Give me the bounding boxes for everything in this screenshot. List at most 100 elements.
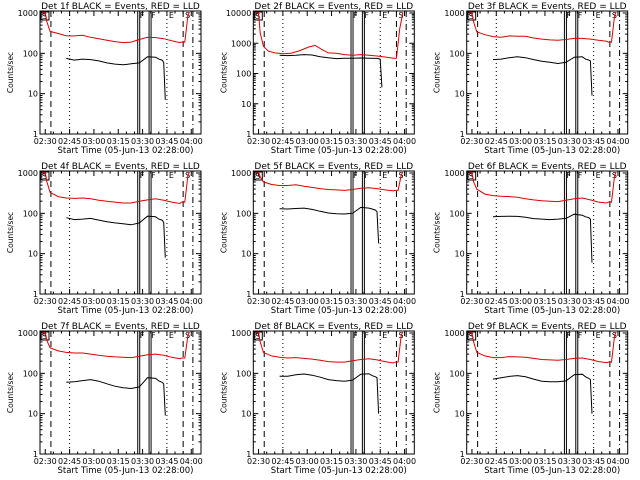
- series-line-lld: [468, 331, 617, 364]
- x-tick-label: 03:15: [320, 457, 343, 466]
- x-tick-label: 03:45: [369, 297, 392, 306]
- series-line-lld: [42, 11, 191, 44]
- y-tick-label: 100: [236, 70, 251, 79]
- x-tick-label: 02:30: [460, 457, 483, 466]
- y-axis-label: Counts/sec: [219, 212, 228, 253]
- y-tick-label: 1000: [231, 39, 251, 48]
- marker-label: F: [578, 11, 583, 20]
- x-axis-label: Start Time (05-Jun-13 02:28:00): [58, 146, 194, 156]
- y-tick-label: 1: [246, 290, 251, 299]
- panel-title: Det 5f BLACK = Events, RED = LLD: [254, 162, 413, 172]
- x-tick-label: 02:30: [247, 297, 270, 306]
- x-axis-label: Start Time (05-Jun-13 02:28:00): [271, 306, 407, 316]
- x-tick-label: 02:30: [247, 457, 270, 466]
- marker-label: E: [382, 331, 387, 340]
- x-tick-label: 02:30: [460, 297, 483, 306]
- marker-label: F: [566, 331, 571, 340]
- x-tick-label: 03:45: [582, 297, 605, 306]
- marker-label: F: [364, 11, 369, 20]
- panel-det-4: Det 4f BLACK = Events, RED = LLD 1 10 100 10…: [6, 162, 203, 316]
- x-tick-label: 03:15: [533, 297, 556, 306]
- x-tick-label: 03:45: [155, 137, 178, 146]
- x-tick-label: 03:30: [131, 297, 154, 306]
- x-axis-label: Start Time (05-Jun-13 02:28:00): [484, 306, 620, 316]
- marker-label: F: [353, 331, 358, 340]
- marker-label: S: [469, 172, 474, 181]
- marker-label: F: [566, 11, 571, 20]
- marker-label: S: [42, 12, 47, 21]
- panel-det-9: Det 9f BLACK = Events, RED = LLD 1 10 100 10…: [433, 322, 630, 476]
- x-tick-label: 03:45: [155, 297, 178, 306]
- x-tick-label: 02:45: [271, 457, 294, 466]
- x-tick-label: 03:00: [509, 297, 532, 306]
- y-tick-label: 100: [23, 49, 38, 58]
- y-tick-label: 1: [33, 450, 38, 459]
- x-tick-label: 03:45: [155, 457, 178, 466]
- x-axis-label: Start Time (05-Jun-13 02:28:00): [271, 146, 407, 156]
- y-tick-label: 10: [455, 250, 465, 259]
- y-tick-label: 1: [33, 290, 38, 299]
- y-axis-label: Counts/sec: [219, 52, 228, 93]
- panel-det-2: Det 2f BLACK = Events, RED = LLD 1 10 100 10…: [219, 2, 416, 156]
- x-tick-label: 03:30: [131, 457, 154, 466]
- x-tick-label: 04:00: [393, 457, 416, 466]
- panel-det-7: Det 7f BLACK = Events, RED = LLD 1 10 100 10…: [6, 322, 203, 476]
- x-tick-label: 03:30: [558, 457, 581, 466]
- x-tick-label: 03:15: [533, 457, 556, 466]
- x-tick-label: 03:15: [107, 137, 130, 146]
- plot-frame: [466, 10, 629, 135]
- y-tick-label: 1000: [444, 9, 464, 18]
- y-tick-label: 100: [23, 369, 38, 378]
- marker-label: F: [140, 11, 145, 20]
- x-axis-label: Start Time (05-Jun-13 02:28:00): [484, 146, 620, 156]
- marker-label: S: [255, 12, 260, 21]
- x-tick-label: 02:30: [34, 457, 57, 466]
- marker-label: S: [255, 172, 260, 181]
- plot-frame: [252, 170, 415, 295]
- x-tick-label: 03:30: [344, 137, 367, 146]
- x-tick-label: 02:45: [485, 137, 508, 146]
- y-tick-label: 10: [455, 90, 465, 99]
- panel-title: Det 8f BLACK = Events, RED = LLD: [254, 322, 413, 332]
- plot-frame: [466, 170, 629, 295]
- marker-label: F: [353, 11, 358, 20]
- marker-label: E: [596, 171, 601, 180]
- plot-frame: [39, 330, 202, 455]
- panel-title: Det 2f BLACK = Events, RED = LLD: [254, 2, 413, 12]
- plot-frame: [39, 10, 202, 135]
- x-tick-label: 04:00: [393, 297, 416, 306]
- y-tick-label: 1: [460, 450, 465, 459]
- marker-label: S: [398, 11, 403, 20]
- marker-label: F: [578, 171, 583, 180]
- x-tick-label: 03:30: [344, 457, 367, 466]
- y-tick-label: 100: [449, 209, 464, 218]
- y-tick-label: 1: [246, 450, 251, 459]
- y-axis-label: Counts/sec: [6, 212, 15, 253]
- series-line-lld: [255, 171, 404, 192]
- y-axis-label: Counts/sec: [219, 372, 228, 413]
- marker-label: F: [140, 331, 145, 340]
- plot-frame: [252, 330, 415, 455]
- x-tick-label: 03:15: [533, 137, 556, 146]
- series-line-events: [492, 56, 593, 96]
- x-tick-label: 02:45: [58, 457, 81, 466]
- x-tick-label: 03:45: [582, 457, 605, 466]
- x-tick-label: 02:45: [271, 297, 294, 306]
- y-tick-label: 1000: [18, 329, 38, 338]
- x-tick-label: 02:45: [485, 297, 508, 306]
- series-line-lld: [468, 171, 617, 204]
- marker-label: S: [42, 332, 47, 341]
- y-tick-label: 100: [449, 369, 464, 378]
- y-axis-label: Counts/sec: [6, 372, 15, 413]
- x-tick-label: 02:30: [460, 137, 483, 146]
- panel-title: Det 1f BLACK = Events, RED = LLD: [41, 2, 200, 12]
- panel-det-6: Det 6f BLACK = Events, RED = LLD 1 10 100 10…: [433, 162, 630, 316]
- panel-title: Det 9f BLACK = Events, RED = LLD: [468, 322, 627, 332]
- y-tick-label: 1000: [18, 9, 38, 18]
- panel-title: Det 7f BLACK = Events, RED = LLD: [41, 322, 200, 332]
- x-tick-label: 04:00: [180, 137, 203, 146]
- x-tick-label: 03:15: [320, 297, 343, 306]
- x-tick-label: 03:00: [296, 457, 319, 466]
- x-axis-label: Start Time (05-Jun-13 02:28:00): [58, 466, 194, 476]
